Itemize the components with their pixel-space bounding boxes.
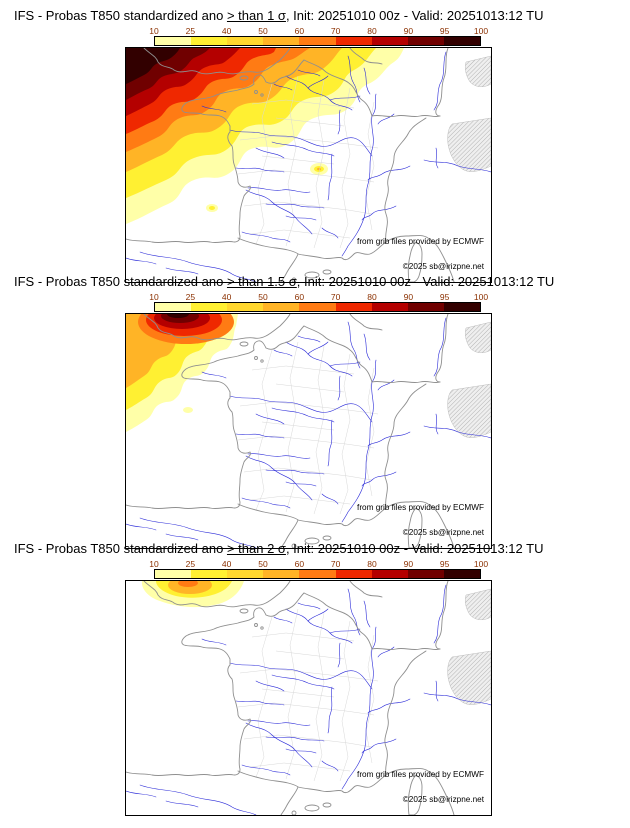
basemap: [126, 581, 491, 815]
colorbar-segment: [227, 303, 264, 311]
colorbar-ticks: 10 25 40 50 60 70 80 90 95 100: [149, 26, 488, 36]
title-suffix: , Init: 20251010 00z - Valid: 20251013:1…: [296, 274, 555, 289]
colorbar-segment: [299, 37, 336, 45]
panel-title: IFS - Probas T850 standardized ano > tha…: [14, 8, 543, 23]
title-prefix: IFS - Probas T850 standardized ano: [14, 8, 227, 23]
colorbar-segment: [443, 570, 480, 578]
colorbar-gradient: [154, 302, 481, 312]
colorbar-segment: [335, 570, 372, 578]
colorbar-segment: [155, 37, 192, 45]
colorbar-tick: 80: [367, 559, 377, 569]
colorbar-segment: [371, 570, 408, 578]
colorbar-segment: [371, 303, 408, 311]
credit-provider: from grib files provided by ECMWF: [357, 503, 484, 512]
map-1_5sigma: from grib files provided by ECMWF ©2025 …: [125, 313, 492, 549]
colorbar-segment: [263, 570, 300, 578]
colorbar-tick: 70: [330, 26, 341, 36]
title-prefix: IFS - Probas T850 standardized ano: [14, 274, 227, 289]
colorbar-segment: [407, 37, 444, 45]
colorbar-tick: 25: [185, 559, 196, 569]
colorbar-segment: [443, 37, 480, 45]
colorbar-tick: 95: [439, 559, 450, 569]
title-suffix: , Init: 20251010 00z - Valid: 20251013:1…: [285, 541, 544, 556]
colorbar-segment: [155, 303, 192, 311]
colorbar-tick: 70: [330, 559, 341, 569]
colorbar-tick: 10: [149, 292, 159, 302]
colorbar-tick: 60: [294, 26, 305, 36]
map-2sigma: from grib files provided by ECMWF ©2025 …: [125, 580, 492, 816]
colorbar-segment: [191, 570, 228, 578]
colorbar-tick: 50: [258, 559, 268, 569]
probability-shading-1_5sigma: [126, 314, 238, 432]
colorbar-tick: 25: [185, 26, 196, 36]
colorbar-ticks: 10 25 40 50 60 70 80 90 95 100: [149, 292, 488, 302]
colorbar-tick: 70: [330, 292, 341, 302]
credit-copyright: ©2025 sb@irizpne.net: [403, 262, 485, 271]
title-threshold: > than 1.5 σ: [226, 274, 297, 289]
colorbar: 10 25 40 50 60 70 80 90 95 100: [149, 26, 488, 46]
credit-copyright: ©2025 sb@irizpne.net: [403, 528, 485, 537]
colorbar-segment: [443, 303, 480, 311]
colorbar-segment: [299, 570, 336, 578]
colorbar-tick: 40: [221, 559, 232, 569]
colorbar-tick: 80: [367, 292, 377, 302]
colorbar-segment: [191, 303, 228, 311]
colorbar-segment: [155, 570, 192, 578]
colorbar-gradient: [154, 36, 481, 46]
colorbar-tick: 60: [294, 559, 305, 569]
colorbar-segment: [263, 37, 300, 45]
panel-title: IFS - Probas T850 standardized ano > tha…: [14, 274, 554, 289]
panel-title: IFS - Probas T850 standardized ano > tha…: [14, 541, 543, 556]
colorbar-segment: [227, 37, 264, 45]
map-1sigma: from grib files provided by ECMWF ©2025 …: [125, 47, 492, 283]
colorbar-segment: [407, 303, 444, 311]
colorbar-tick: 25: [185, 292, 196, 302]
colorbar-tick: 50: [258, 292, 268, 302]
colorbar-tick: 10: [149, 559, 159, 569]
panel-1_5sigma: IFS - Probas T850 standardized ano > tha…: [0, 272, 630, 549]
title-threshold: > than 1 σ: [226, 8, 286, 23]
colorbar-tick: 90: [403, 292, 414, 302]
colorbar-tick: 60: [294, 292, 305, 302]
colorbar-tick: 10: [149, 26, 159, 36]
title-prefix: IFS - Probas T850 standardized ano: [14, 541, 227, 556]
credit-provider: from grib files provided by ECMWF: [357, 237, 484, 246]
credit-provider: from grib files provided by ECMWF: [357, 770, 484, 779]
title-suffix: , Init: 20251010 00z - Valid: 20251013:1…: [285, 8, 544, 23]
colorbar-segment: [335, 303, 372, 311]
colorbar-tick: 40: [221, 292, 232, 302]
colorbar-segment: [407, 570, 444, 578]
colorbar-segment: [371, 37, 408, 45]
colorbar-tick: 80: [367, 26, 377, 36]
colorbar-segment: [191, 37, 228, 45]
colorbar-tick: 100: [473, 26, 489, 36]
colorbar-tick: 100: [473, 559, 489, 569]
colorbar-gradient: [154, 569, 481, 579]
colorbar-segment: [299, 303, 336, 311]
colorbar-segment: [335, 37, 372, 45]
colorbar-tick: 90: [403, 26, 414, 36]
colorbar-segment: [227, 570, 264, 578]
colorbar-tick: 50: [258, 26, 268, 36]
colorbar-tick: 95: [439, 26, 450, 36]
colorbar-segment: [263, 303, 300, 311]
colorbar-tick: 40: [221, 26, 232, 36]
probability-shading-1sigma: [126, 48, 404, 224]
colorbar-tick: 90: [403, 559, 414, 569]
panel-2sigma: IFS - Probas T850 standardized ano > tha…: [0, 539, 630, 816]
colorbar-tick: 100: [473, 292, 489, 302]
title-threshold: > than 2 σ: [226, 541, 286, 556]
colorbar-ticks: 10 25 40 50 60 70 80 90 95 100: [149, 559, 488, 569]
colorbar: 10 25 40 50 60 70 80 90 95 100: [149, 559, 488, 579]
credit-copyright: ©2025 sb@irizpne.net: [403, 795, 485, 804]
colorbar-tick: 95: [439, 292, 450, 302]
panel-1sigma: IFS - Probas T850 standardized ano > tha…: [0, 6, 630, 283]
colorbar: 10 25 40 50 60 70 80 90 95 100: [149, 292, 488, 312]
